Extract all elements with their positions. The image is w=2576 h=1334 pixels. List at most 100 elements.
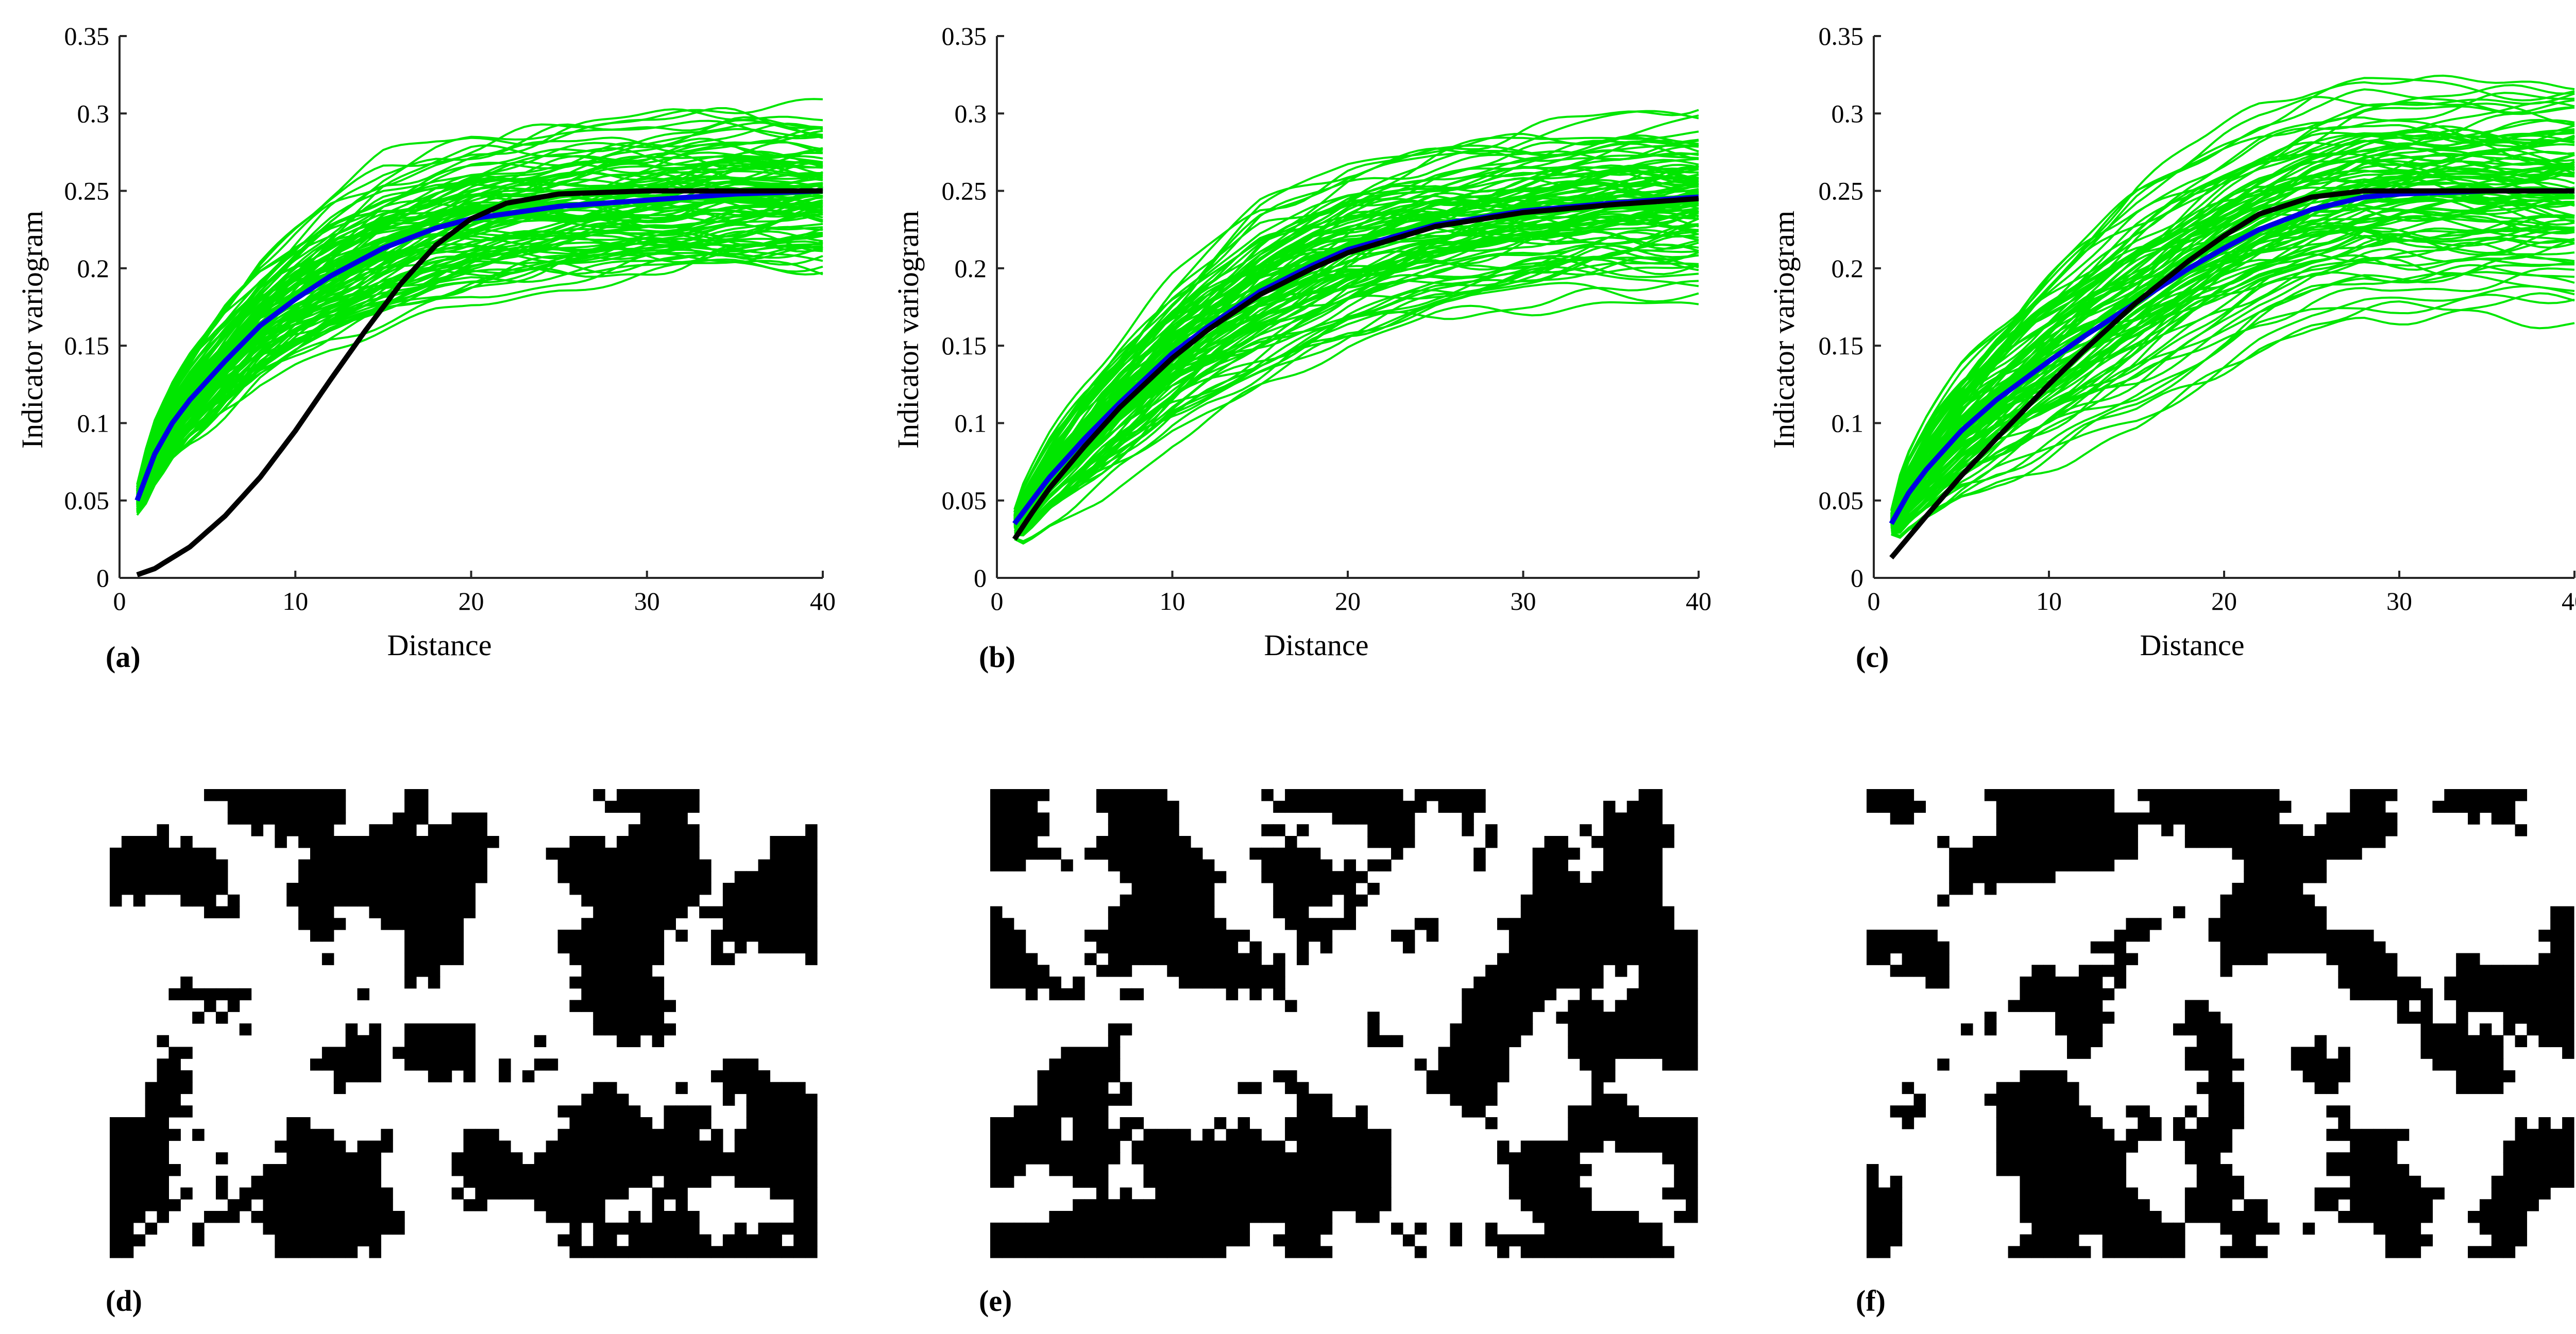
facies-cell xyxy=(345,1246,358,1258)
facies-cell xyxy=(2090,789,2103,801)
realization-line xyxy=(1014,245,1699,532)
facies-cell xyxy=(734,1175,747,1188)
facies-cell xyxy=(1450,1047,1462,1059)
facies-cell xyxy=(2432,800,2445,813)
facies-cell xyxy=(215,1012,228,1024)
facies-cell xyxy=(121,1128,134,1141)
facies-cell xyxy=(1037,812,1050,825)
facies-cell xyxy=(664,1222,676,1235)
facies-cell xyxy=(1580,941,1592,954)
facies-cell xyxy=(628,871,641,883)
facies-cell xyxy=(664,1152,676,1165)
facies-cell xyxy=(2138,918,2150,930)
facies-cell xyxy=(511,1175,523,1188)
facies-cell xyxy=(2338,965,2350,977)
facies-cell xyxy=(581,941,594,954)
facies-cell xyxy=(1296,930,1309,942)
facies-cell xyxy=(1890,1199,1903,1211)
facies-cell xyxy=(522,1164,535,1176)
facies-cell xyxy=(1674,941,1686,954)
facies-cell xyxy=(1626,1128,1639,1141)
facies-cell xyxy=(1061,1164,1073,1176)
facies-cell xyxy=(2326,847,2338,860)
facies-cell xyxy=(499,1070,511,1083)
facies-cell xyxy=(263,1222,275,1235)
facies-cell xyxy=(2102,1199,2115,1211)
facies-cell xyxy=(321,906,334,918)
facies-cell xyxy=(2503,1199,2516,1211)
facies-cell xyxy=(2067,977,2079,989)
facies-cell xyxy=(1096,1234,1109,1246)
facies-cell xyxy=(1261,847,1274,860)
facies-cell xyxy=(2208,930,2221,942)
facies-cell xyxy=(1367,883,1380,895)
facies-cell xyxy=(1332,918,1345,930)
facies-cell xyxy=(1344,1140,1356,1153)
facies-cell xyxy=(1473,1093,1486,1106)
facies-cell xyxy=(1214,1199,1227,1211)
facies-cell xyxy=(1626,894,1639,907)
facies-cell xyxy=(2184,1211,2197,1223)
facies-cell xyxy=(1638,988,1651,1001)
facies-cell xyxy=(1450,1234,1462,1246)
facies-cell xyxy=(1320,1211,1333,1223)
facies-cell xyxy=(2220,1175,2232,1188)
facies-cell xyxy=(664,1187,676,1200)
facies-cell xyxy=(1108,1222,1121,1235)
facies-cell xyxy=(1591,965,1604,977)
facies-cell xyxy=(557,859,570,871)
facies-cell xyxy=(2503,965,2516,977)
facies-cell xyxy=(157,1140,170,1153)
facies-cell xyxy=(1013,1164,1026,1176)
facies-cell xyxy=(782,1082,794,1094)
facies-cell xyxy=(2456,1023,2468,1036)
facies-cell xyxy=(2256,847,2268,860)
facies-cell xyxy=(2562,1117,2574,1130)
facies-cell xyxy=(2008,800,2021,813)
facies-cell xyxy=(1674,988,1686,1001)
facies-cell xyxy=(1485,1234,1498,1246)
facies-cell xyxy=(652,1187,665,1200)
facies-cell xyxy=(1155,930,1167,942)
facies-cell xyxy=(805,1187,818,1200)
facies-cell xyxy=(1686,1047,1698,1059)
facies-cell xyxy=(990,1222,1003,1235)
facies-cell xyxy=(2397,1000,2410,1012)
realization-line xyxy=(1890,161,2575,521)
facies-cell xyxy=(1473,1012,1486,1024)
facies-cell xyxy=(451,812,464,825)
facies-cell xyxy=(2043,1140,2056,1153)
facies-cell xyxy=(1532,918,1545,930)
facies-cell xyxy=(1650,988,1663,1001)
facies-cell xyxy=(1037,1093,1050,1106)
facies-cell xyxy=(2043,812,2056,825)
facies-cell xyxy=(1320,1152,1333,1165)
facies-cell xyxy=(616,1117,629,1130)
facies-cell xyxy=(1084,847,1097,860)
facies-cell xyxy=(1615,930,1628,942)
facies-cell xyxy=(1308,930,1321,942)
facies-cell xyxy=(805,1117,818,1130)
facies-cell xyxy=(2090,847,2103,860)
facies-cell xyxy=(2067,1035,2079,1048)
facies-cell xyxy=(2385,1175,2398,1188)
facies-cell xyxy=(593,1000,605,1012)
facies-cell xyxy=(722,1234,735,1246)
facies-cell xyxy=(1984,1012,1997,1024)
facies-cell xyxy=(1615,1234,1628,1246)
facies-cell xyxy=(1485,1035,1498,1048)
facies-cell xyxy=(699,859,711,871)
facies-cell xyxy=(1580,1199,1592,1211)
facies-cell xyxy=(546,1152,558,1165)
facies-cell xyxy=(1344,1187,1356,1200)
facies-cell xyxy=(168,1093,181,1106)
facies-cell xyxy=(2397,988,2410,1001)
facies-cell xyxy=(2031,988,2044,1001)
facies-cell xyxy=(734,894,747,907)
facies-cell xyxy=(2338,1058,2350,1071)
facies-cell xyxy=(793,1187,806,1200)
facies-cell xyxy=(2090,1012,2103,1024)
facies-cell xyxy=(711,1128,723,1141)
facies-cell xyxy=(605,1187,617,1200)
facies-cell xyxy=(1344,1164,1356,1176)
